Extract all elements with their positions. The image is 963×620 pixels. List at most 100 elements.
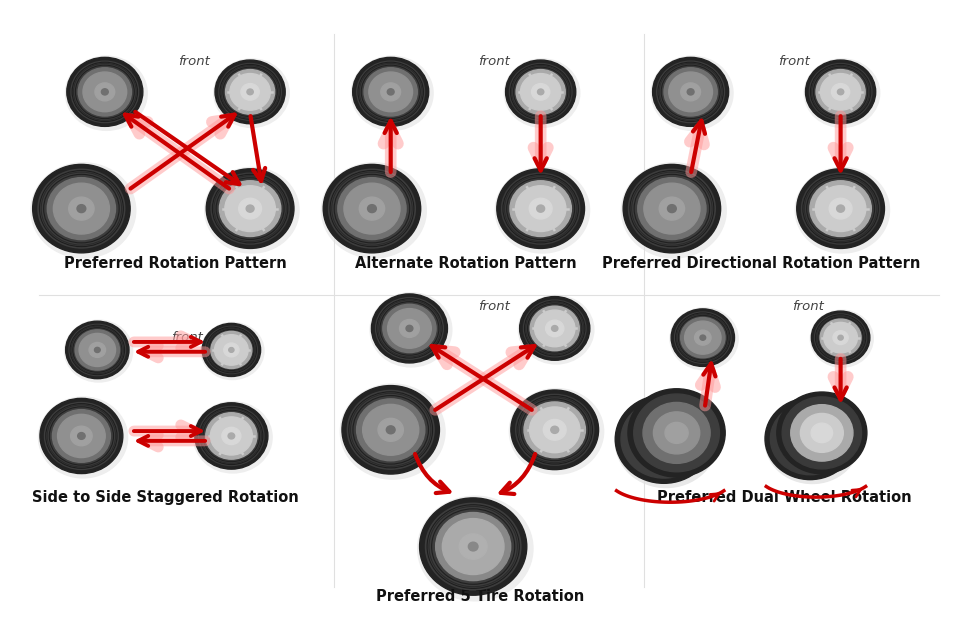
Ellipse shape — [33, 164, 130, 253]
Ellipse shape — [198, 407, 264, 466]
Ellipse shape — [515, 186, 566, 231]
Ellipse shape — [322, 163, 427, 258]
Ellipse shape — [65, 321, 129, 379]
Ellipse shape — [634, 394, 719, 472]
Ellipse shape — [801, 173, 879, 244]
Ellipse shape — [518, 296, 594, 364]
Ellipse shape — [442, 518, 504, 575]
Ellipse shape — [630, 409, 697, 470]
Ellipse shape — [810, 181, 872, 236]
Ellipse shape — [352, 58, 429, 126]
Ellipse shape — [380, 83, 401, 101]
Ellipse shape — [364, 68, 417, 116]
Ellipse shape — [800, 414, 844, 453]
Ellipse shape — [770, 403, 849, 475]
Ellipse shape — [497, 169, 585, 249]
Ellipse shape — [202, 324, 261, 376]
Ellipse shape — [520, 296, 589, 360]
Ellipse shape — [71, 61, 139, 123]
Ellipse shape — [219, 63, 281, 120]
Ellipse shape — [247, 205, 254, 212]
Text: front: front — [478, 55, 509, 68]
Text: front: front — [792, 301, 823, 314]
Ellipse shape — [338, 178, 406, 239]
Text: Preferred 5 Tire Rotation: Preferred 5 Tire Rotation — [376, 590, 584, 604]
Ellipse shape — [779, 410, 841, 467]
Ellipse shape — [670, 308, 739, 370]
Ellipse shape — [215, 60, 285, 124]
Ellipse shape — [387, 89, 394, 95]
Ellipse shape — [546, 320, 564, 337]
Ellipse shape — [537, 89, 544, 95]
Ellipse shape — [195, 403, 268, 469]
Ellipse shape — [629, 169, 716, 248]
Ellipse shape — [777, 392, 867, 474]
Ellipse shape — [615, 395, 713, 484]
Ellipse shape — [823, 322, 857, 353]
Ellipse shape — [795, 167, 890, 253]
Ellipse shape — [815, 314, 867, 361]
Ellipse shape — [340, 384, 445, 479]
Ellipse shape — [211, 173, 289, 244]
Ellipse shape — [654, 412, 700, 454]
Ellipse shape — [101, 89, 108, 95]
Ellipse shape — [789, 419, 831, 458]
Ellipse shape — [39, 397, 127, 478]
Ellipse shape — [532, 84, 550, 100]
Ellipse shape — [359, 197, 384, 220]
Ellipse shape — [805, 60, 875, 124]
Ellipse shape — [247, 89, 253, 95]
Ellipse shape — [534, 310, 575, 347]
Ellipse shape — [505, 59, 580, 127]
Ellipse shape — [68, 197, 94, 220]
Ellipse shape — [468, 542, 478, 551]
Ellipse shape — [668, 72, 713, 112]
Text: Alternate Rotation Pattern: Alternate Rotation Pattern — [355, 257, 577, 272]
Ellipse shape — [70, 426, 92, 446]
Ellipse shape — [65, 320, 133, 382]
Ellipse shape — [811, 423, 833, 443]
Ellipse shape — [239, 198, 262, 219]
Ellipse shape — [357, 61, 425, 123]
Ellipse shape — [324, 164, 421, 253]
Ellipse shape — [638, 178, 706, 239]
Ellipse shape — [509, 63, 572, 120]
Ellipse shape — [221, 427, 241, 445]
Ellipse shape — [543, 420, 566, 440]
Ellipse shape — [363, 404, 419, 455]
Ellipse shape — [812, 311, 870, 364]
Ellipse shape — [791, 405, 853, 461]
Ellipse shape — [369, 72, 412, 112]
Text: front: front — [171, 331, 203, 344]
Text: Preferred Dual Wheel Rotation: Preferred Dual Wheel Rotation — [657, 490, 912, 505]
Ellipse shape — [623, 164, 720, 253]
Ellipse shape — [829, 198, 852, 219]
Ellipse shape — [660, 197, 685, 220]
Ellipse shape — [210, 417, 252, 455]
Ellipse shape — [837, 205, 845, 212]
Ellipse shape — [524, 300, 586, 356]
Ellipse shape — [83, 72, 127, 112]
Ellipse shape — [225, 186, 275, 231]
Ellipse shape — [383, 304, 436, 353]
Ellipse shape — [378, 418, 403, 441]
Ellipse shape — [58, 414, 105, 458]
Ellipse shape — [65, 56, 147, 130]
Ellipse shape — [651, 56, 733, 130]
Ellipse shape — [214, 59, 289, 127]
Ellipse shape — [351, 56, 433, 130]
Ellipse shape — [681, 317, 725, 358]
Ellipse shape — [520, 74, 560, 110]
Ellipse shape — [230, 74, 271, 110]
Ellipse shape — [530, 407, 580, 453]
Ellipse shape — [368, 205, 377, 213]
Ellipse shape — [370, 293, 452, 367]
Ellipse shape — [495, 167, 589, 253]
Ellipse shape — [78, 68, 131, 116]
Ellipse shape — [78, 433, 85, 440]
Ellipse shape — [653, 58, 729, 126]
Text: front: front — [178, 55, 210, 68]
Ellipse shape — [671, 309, 735, 366]
Ellipse shape — [75, 330, 119, 370]
Ellipse shape — [38, 169, 125, 248]
